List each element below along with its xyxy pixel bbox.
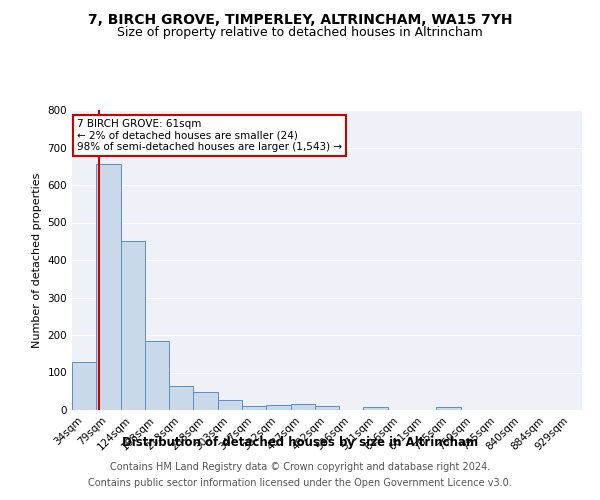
Bar <box>436 406 461 410</box>
Bar <box>364 407 388 410</box>
Text: Contains HM Land Registry data © Crown copyright and database right 2024.: Contains HM Land Registry data © Crown c… <box>110 462 490 472</box>
Bar <box>72 362 96 410</box>
Bar <box>96 164 121 410</box>
Text: Distribution of detached houses by size in Altrincham: Distribution of detached houses by size … <box>122 436 478 449</box>
Bar <box>266 405 290 410</box>
Bar <box>290 404 315 410</box>
Bar <box>121 242 145 410</box>
Y-axis label: Number of detached properties: Number of detached properties <box>32 172 42 348</box>
Bar <box>193 392 218 410</box>
Bar <box>145 340 169 410</box>
Text: Contains public sector information licensed under the Open Government Licence v3: Contains public sector information licen… <box>88 478 512 488</box>
Bar <box>315 406 339 410</box>
Text: 7 BIRCH GROVE: 61sqm
← 2% of detached houses are smaller (24)
98% of semi-detach: 7 BIRCH GROVE: 61sqm ← 2% of detached ho… <box>77 119 342 152</box>
Text: Size of property relative to detached houses in Altrincham: Size of property relative to detached ho… <box>117 26 483 39</box>
Text: 7, BIRCH GROVE, TIMPERLEY, ALTRINCHAM, WA15 7YH: 7, BIRCH GROVE, TIMPERLEY, ALTRINCHAM, W… <box>88 12 512 26</box>
Bar <box>169 386 193 410</box>
Bar <box>242 406 266 410</box>
Bar <box>218 400 242 410</box>
